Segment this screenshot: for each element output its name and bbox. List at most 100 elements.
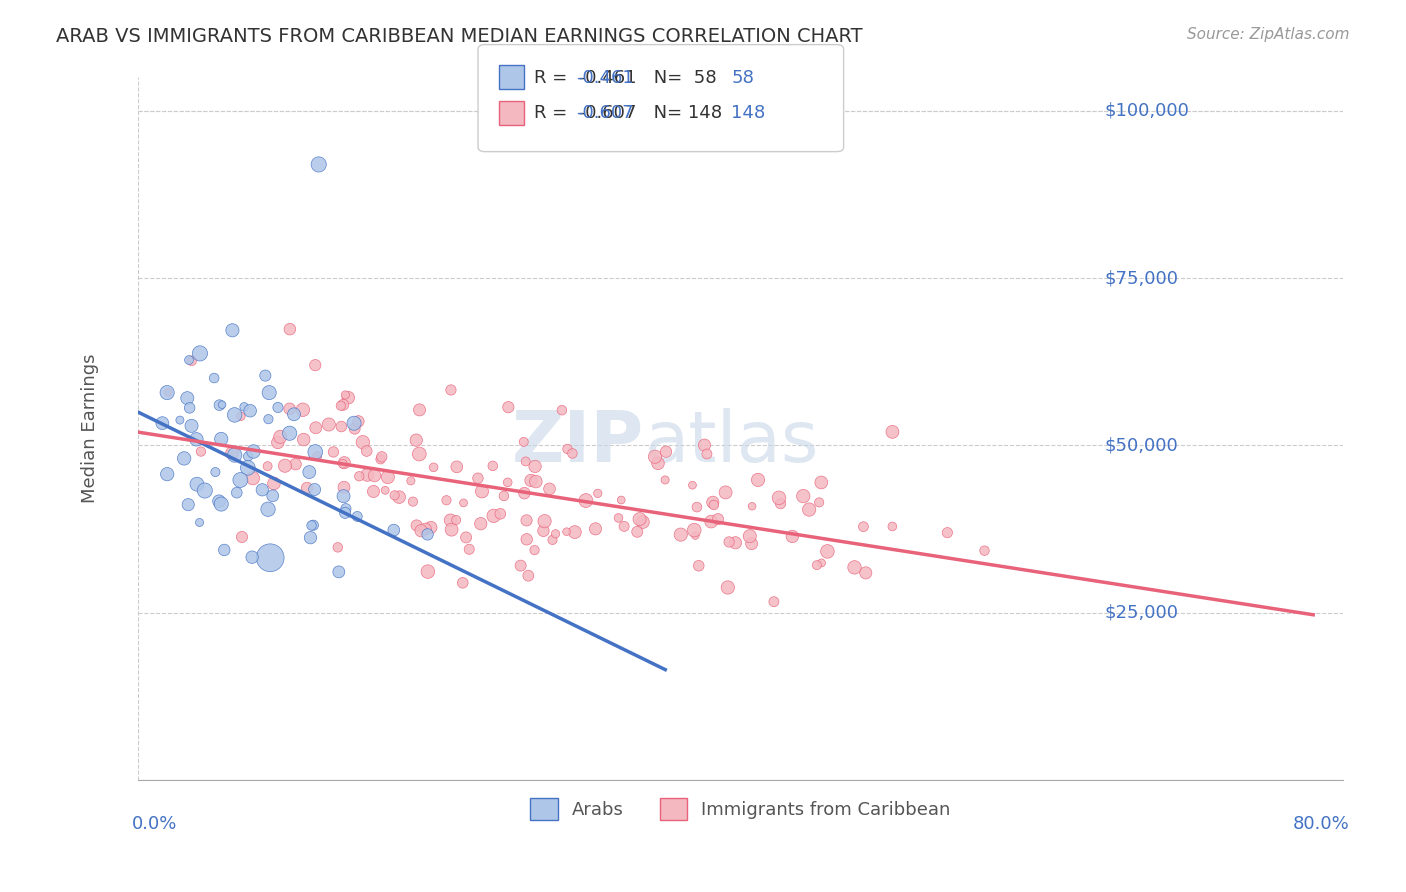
Point	[470, 516, 492, 531]
Point	[322, 445, 344, 459]
Point	[236, 460, 259, 475]
Point	[628, 512, 651, 526]
Point	[156, 467, 179, 482]
Point	[444, 513, 467, 527]
Point	[538, 482, 561, 496]
Point	[204, 465, 226, 479]
Point	[741, 537, 763, 551]
Point	[561, 446, 583, 460]
Point	[524, 459, 547, 474]
Point	[498, 400, 520, 414]
Point	[236, 450, 259, 464]
Point	[328, 565, 350, 579]
Text: 80.0%: 80.0%	[1292, 815, 1350, 833]
Point	[229, 409, 252, 424]
Point	[221, 323, 243, 337]
Point	[343, 422, 366, 436]
Point	[252, 483, 274, 497]
Point	[973, 543, 995, 558]
Text: Source: ZipAtlas.com: Source: ZipAtlas.com	[1187, 27, 1350, 42]
Point	[333, 506, 356, 520]
Point	[352, 435, 374, 450]
Point	[301, 518, 323, 533]
Point	[515, 513, 537, 527]
Point	[173, 451, 195, 466]
Point	[702, 495, 724, 509]
Point	[283, 407, 305, 421]
Point	[156, 385, 179, 400]
Point	[613, 519, 636, 533]
Point	[882, 425, 904, 439]
Point	[333, 456, 356, 470]
Point	[257, 412, 280, 426]
Point	[202, 371, 225, 385]
Point	[575, 493, 598, 508]
Point	[177, 498, 200, 512]
Legend: Arabs, Immigrants from Caribbean: Arabs, Immigrants from Caribbean	[523, 791, 957, 827]
Point	[513, 486, 536, 500]
Point	[669, 527, 692, 541]
Point	[291, 402, 314, 417]
Point	[278, 322, 301, 336]
Point	[304, 445, 326, 459]
Point	[242, 471, 264, 485]
Point	[516, 533, 538, 547]
Point	[936, 525, 959, 540]
Point	[471, 484, 494, 499]
Point	[221, 446, 243, 460]
Point	[263, 476, 285, 491]
Point	[363, 468, 385, 483]
Point	[515, 454, 537, 468]
Point	[332, 398, 354, 412]
Text: $75,000: $75,000	[1105, 269, 1178, 287]
Text: ZIP: ZIP	[512, 409, 644, 477]
Point	[190, 444, 212, 458]
Point	[278, 426, 301, 441]
Point	[610, 493, 633, 508]
Point	[209, 497, 232, 511]
Point	[267, 401, 290, 415]
Point	[180, 353, 202, 368]
Point	[683, 523, 706, 537]
Point	[377, 470, 399, 484]
Point	[524, 475, 547, 489]
Point	[436, 493, 458, 508]
Point	[768, 491, 790, 505]
Point	[211, 398, 233, 412]
Point	[509, 558, 531, 573]
Point	[686, 500, 709, 514]
Point	[718, 535, 741, 549]
Point	[440, 383, 463, 397]
Point	[229, 473, 252, 487]
Point	[299, 531, 322, 545]
Text: 0.0%: 0.0%	[132, 815, 177, 833]
Point	[399, 474, 422, 488]
Text: $50,000: $50,000	[1105, 436, 1178, 455]
Point	[305, 421, 328, 435]
Point	[415, 522, 437, 536]
Point	[654, 473, 676, 487]
Point	[551, 403, 574, 417]
Text: 148: 148	[731, 104, 765, 122]
Point	[254, 368, 277, 383]
Point	[631, 515, 654, 529]
Point	[607, 511, 630, 525]
Point	[724, 535, 747, 549]
Point	[517, 568, 540, 582]
Point	[541, 533, 564, 547]
Point	[817, 544, 839, 558]
Point	[269, 430, 291, 444]
Point	[688, 558, 710, 573]
Point	[852, 519, 875, 533]
Point	[333, 480, 356, 494]
Point	[533, 524, 555, 538]
Point	[208, 398, 231, 412]
Point	[346, 509, 368, 524]
Point	[150, 416, 173, 430]
Point	[626, 524, 648, 539]
Point	[644, 450, 666, 464]
Point	[782, 529, 804, 543]
Point	[492, 489, 515, 503]
Point	[693, 438, 716, 452]
Text: -0.461: -0.461	[576, 69, 634, 87]
